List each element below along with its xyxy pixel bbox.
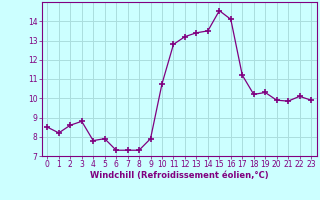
X-axis label: Windchill (Refroidissement éolien,°C): Windchill (Refroidissement éolien,°C) bbox=[90, 171, 268, 180]
